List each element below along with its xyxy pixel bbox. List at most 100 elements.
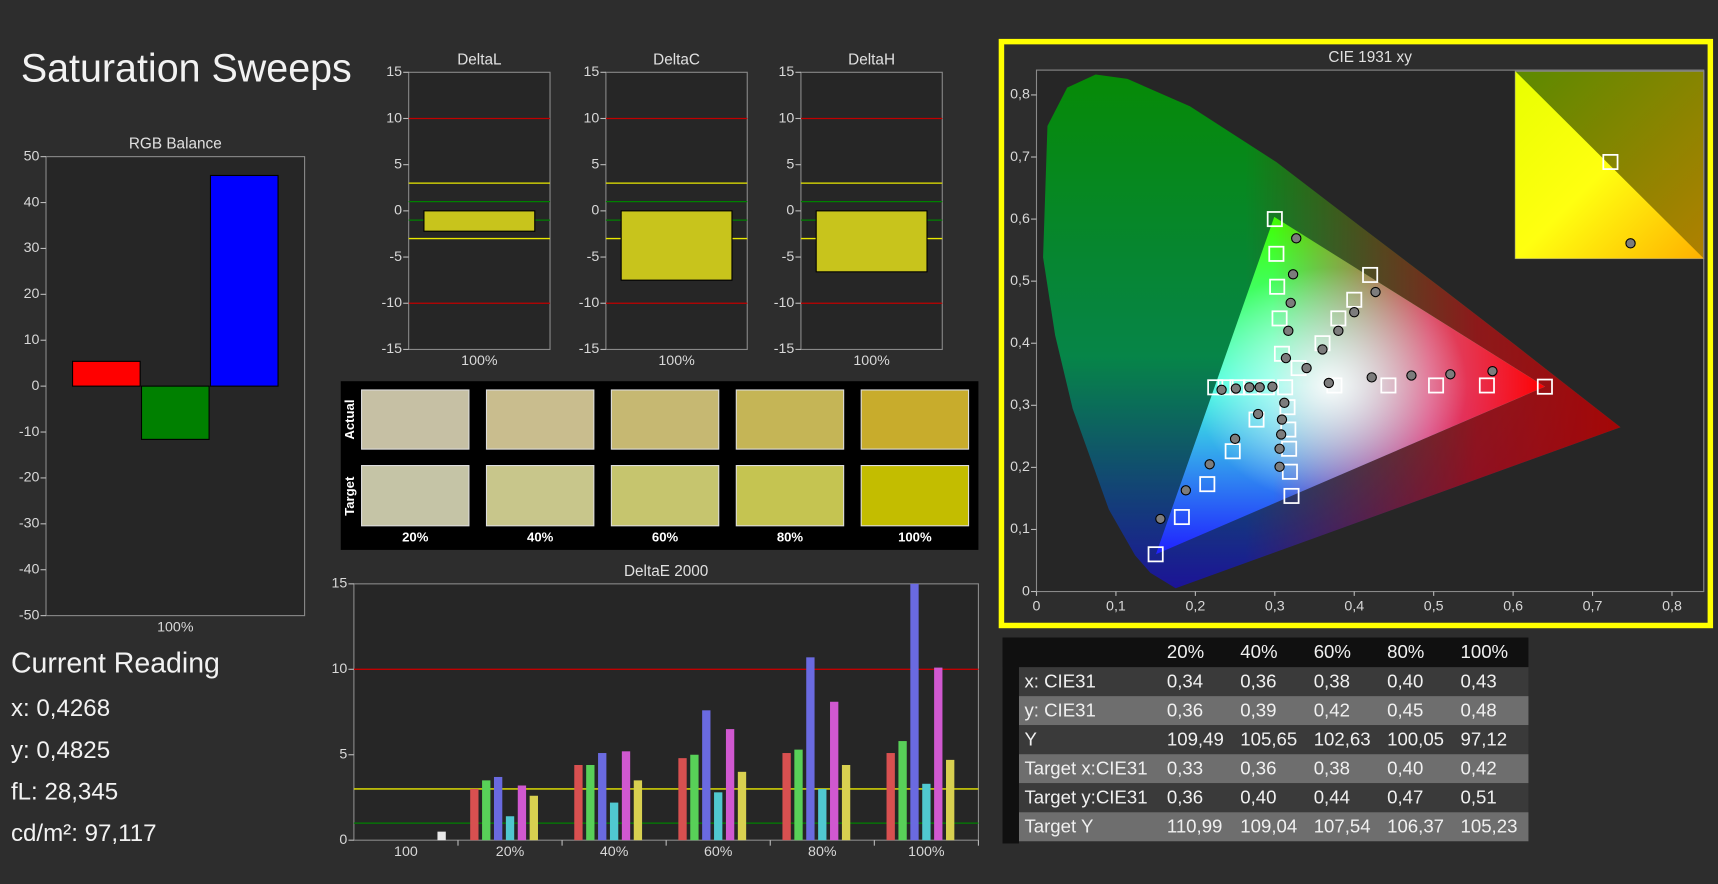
target-point xyxy=(1199,476,1216,493)
y-tick-label: -15 xyxy=(774,341,795,357)
table-header-cell: 60% xyxy=(1314,641,1351,662)
target-point xyxy=(1536,378,1553,395)
table-cell: 0,40 xyxy=(1240,786,1276,807)
table-header-cell: 100% xyxy=(1461,641,1509,662)
bar xyxy=(423,210,536,232)
target-point xyxy=(1271,310,1288,327)
x-tick-label: 0 xyxy=(1033,599,1041,615)
bar xyxy=(946,759,955,841)
selection-frame xyxy=(998,38,1714,629)
table-cell: 0,45 xyxy=(1387,699,1423,720)
table-cell: 0,34 xyxy=(1167,670,1203,691)
bar xyxy=(934,667,943,841)
measured-point xyxy=(1155,513,1166,525)
target-point xyxy=(1602,153,1619,170)
table-row-label: Target x:CIE31 xyxy=(1024,757,1147,778)
target-point xyxy=(1346,291,1363,308)
target-point xyxy=(1147,546,1164,563)
measured-point xyxy=(1254,382,1265,393)
bar xyxy=(690,754,699,841)
measured-point xyxy=(1406,370,1417,381)
chart-title: DeltaH xyxy=(848,51,895,68)
table-cell: 110,99 xyxy=(1167,816,1223,837)
measured-point xyxy=(1317,344,1328,355)
bar xyxy=(714,792,723,841)
y-tick-label: 5 xyxy=(591,156,599,172)
table-cell: 0,51 xyxy=(1461,786,1497,807)
bar xyxy=(818,788,827,841)
measured-point xyxy=(1252,408,1264,420)
y-tick-label: -5 xyxy=(389,249,402,265)
target-point xyxy=(1380,377,1397,394)
bar xyxy=(482,780,491,841)
table-cell: 97,12 xyxy=(1461,728,1508,749)
bar xyxy=(72,360,141,387)
table-cell: 0,48 xyxy=(1461,699,1497,720)
table-cell: 0,36 xyxy=(1240,670,1276,691)
target-point xyxy=(1269,278,1286,295)
y-tick-label: 0,4 xyxy=(1010,335,1030,351)
table-row xyxy=(1018,725,1529,755)
measured-point xyxy=(1274,443,1285,454)
table-row xyxy=(1018,667,1529,697)
measured-point xyxy=(1301,362,1312,374)
table-cell: 105,23 xyxy=(1461,816,1518,837)
y-tick-label: -5 xyxy=(782,249,795,265)
bar xyxy=(886,753,895,841)
table-cell: 0,38 xyxy=(1314,757,1350,778)
x-tick-label: 100 xyxy=(394,844,418,860)
x-tick-label: 0,1 xyxy=(1106,599,1126,615)
x-tick-label: 0,2 xyxy=(1185,599,1205,615)
chart-title: DeltaL xyxy=(457,51,502,68)
y-tick-label: 10 xyxy=(779,110,795,126)
y-tick-label: 0 xyxy=(394,203,402,219)
reading-line: x: 0,4268 xyxy=(11,695,110,722)
y-tick-label: -10 xyxy=(579,295,600,311)
bar xyxy=(841,764,851,841)
actual-swatch xyxy=(361,389,470,450)
bar xyxy=(621,751,631,841)
y-tick-label: 0 xyxy=(339,832,347,848)
bar xyxy=(493,776,503,841)
x-tick-label: 0,6 xyxy=(1503,599,1523,615)
swatch-column-label: 80% xyxy=(777,529,804,544)
bar xyxy=(609,802,619,841)
actual-swatch xyxy=(735,389,845,450)
target-point xyxy=(1330,310,1347,327)
y-tick-label: -20 xyxy=(19,470,40,486)
table-header-cell: 80% xyxy=(1387,641,1424,662)
y-tick-label: 0,3 xyxy=(1010,397,1030,413)
zoom-gamut xyxy=(1515,71,1704,259)
table-cell: 0,43 xyxy=(1461,670,1497,691)
y-tick-label: -10 xyxy=(19,424,40,440)
table-cell: 107,54 xyxy=(1314,816,1371,837)
measured-point xyxy=(1349,307,1360,318)
y-tick-label: 0,5 xyxy=(1010,273,1030,289)
bar xyxy=(529,795,538,841)
table-cell: 106,37 xyxy=(1387,816,1444,837)
swatch-column-label: 60% xyxy=(652,529,679,544)
table-cell: 0,40 xyxy=(1387,757,1423,778)
measured-point xyxy=(1283,325,1294,336)
table-cell: 102,63 xyxy=(1314,728,1371,749)
swatch-column-label: 100% xyxy=(898,529,932,544)
target-point xyxy=(1281,463,1298,480)
table-header-cell: 40% xyxy=(1240,641,1277,662)
bar xyxy=(806,657,815,841)
y-tick-label: 0 xyxy=(1022,583,1030,599)
bar xyxy=(633,780,643,841)
y-tick-label: 50 xyxy=(24,148,40,164)
bar xyxy=(737,771,747,841)
table-cell: 0,40 xyxy=(1387,670,1423,691)
bar xyxy=(702,710,711,841)
table-cell: 0,33 xyxy=(1167,757,1203,778)
table-header xyxy=(1002,637,1529,668)
y-tick-label: 0,6 xyxy=(1010,211,1030,227)
x-tick-label: 0,7 xyxy=(1583,599,1603,615)
bar xyxy=(782,753,791,841)
table-cell: 0,36 xyxy=(1167,699,1203,720)
bar xyxy=(598,753,607,841)
measured-point xyxy=(1366,372,1377,383)
y-tick-label: 10 xyxy=(24,332,40,348)
